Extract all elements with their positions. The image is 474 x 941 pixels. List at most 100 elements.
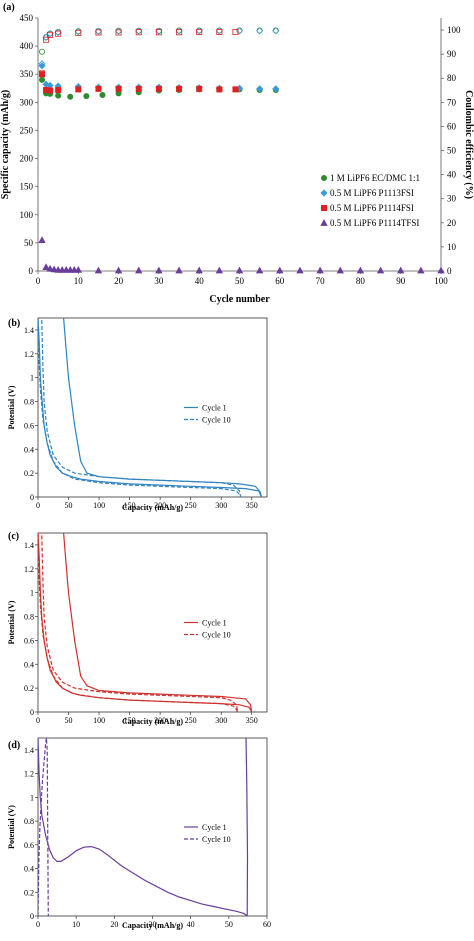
- panel-a-capacity-point: [114, 266, 123, 274]
- panel-d-x-tick-label: 0: [36, 920, 40, 929]
- panel-a-y-tick-label: 0: [29, 266, 34, 276]
- panel-d-y-tick-label: 0.8: [24, 817, 34, 826]
- panel-a-capacity-point: [99, 92, 106, 99]
- panel-a-efficiency-point: [196, 28, 203, 35]
- panel-a-x-tick-label: 90: [396, 276, 406, 286]
- panel-a-capacity-point: [55, 92, 62, 99]
- panel-b-y-tick-label: 0: [30, 493, 34, 502]
- panel-a-y-tick-label: 100: [20, 210, 34, 220]
- panel-a-capacity-point: [216, 86, 223, 93]
- panel-a-legend-label: 0.5 M LiPF6 P1114FSI: [330, 203, 414, 213]
- panel-d-frame: [37, 737, 268, 917]
- panel-a-capacity-point: [232, 86, 239, 93]
- panel-a-x-tick-label: 10: [74, 276, 84, 286]
- panel-d-x-tick-label: 60: [263, 920, 271, 929]
- panel-b-y-tick-label: 0.8: [24, 398, 34, 407]
- panel-d-x-tick-label: 10: [72, 920, 80, 929]
- panel-c-y-axis-label: Potential (V): [7, 600, 16, 644]
- panel-c-x-tick-label: 50: [65, 716, 73, 725]
- panel-a-capacity-point: [39, 76, 46, 83]
- panel-c-y-tick-label: 1.4: [24, 541, 34, 550]
- panel-a-y2-tick-label: 70: [447, 97, 457, 107]
- panel-c-y-tick-label: 1: [30, 589, 34, 598]
- panel-c-x-tick-label: 100: [93, 716, 105, 725]
- panel-c-y-tick-label: 0.8: [24, 613, 34, 622]
- panel-a-y2-tick-label: 100: [447, 25, 461, 35]
- panel-a-capacity-point: [55, 86, 62, 93]
- panel-c-y-tick-label: 0: [30, 708, 34, 717]
- panel-b-x-tick-label: 50: [65, 501, 73, 510]
- panel-c-x-axis-label: Capacity (mAh/g): [122, 717, 183, 726]
- panel-a-efficiency-point: [115, 29, 122, 36]
- panel-a-y2-tick-label: 40: [447, 170, 457, 180]
- panel-a-capacity-point: [46, 264, 54, 272]
- panel-d-y-tick-label: 1: [30, 793, 34, 802]
- panel-c-y-tick-label: 0.6: [24, 636, 34, 645]
- panel-a-capacity-point: [256, 85, 264, 93]
- panel-d-legend-label: Cycle 10: [202, 835, 231, 844]
- panel-b-x-tick-label: 150: [124, 501, 136, 510]
- panel-d-y-tick-label: 0.6: [24, 841, 34, 850]
- panel-c-y-tick-label: 0.2: [24, 684, 34, 693]
- panel-a-capacity-point: [38, 236, 46, 243]
- panel-a-legend-marker: [320, 219, 328, 226]
- panel-b-x-tick-label: 250: [185, 501, 197, 510]
- panel-a-legend-label: 1 M LiPF6 EC/DMC 1:1: [330, 173, 420, 183]
- panel-a-capacity-point: [50, 265, 58, 273]
- panel-a-legend-label: 0.5 M LiPF6 P1114TFSI: [330, 218, 419, 228]
- panel-d-x-axis-label: Capacity (mAh/g): [122, 921, 183, 930]
- panel-d-legend-label: Cycle 1: [202, 823, 227, 832]
- panel-a-capacity-point: [135, 266, 143, 274]
- panel-b-x-axis-label: Capacity (mAh/g): [122, 503, 183, 512]
- panel-b-y-axis-label: Potential (V): [7, 385, 16, 429]
- panel-a-capacity-point: [135, 85, 142, 92]
- panel-a-y2-tick-label: 0: [447, 266, 452, 276]
- panel-a-legend-label: 0.5 M LiPF6 P1113FSI: [330, 188, 414, 198]
- panel-a-capacity-point: [296, 266, 304, 274]
- panel-d-y-tick-label: 0: [30, 912, 34, 921]
- panel-a-y-tick-label: 200: [20, 154, 34, 164]
- panel-a-capacity-point: [42, 263, 50, 270]
- panel-c-legend-label: Cycle 1: [202, 619, 227, 628]
- panel-a-y2-tick-label: 20: [447, 218, 457, 228]
- panel-a-y2-tick-label: 10: [447, 242, 457, 252]
- panel-a-y2-tick-label: 90: [447, 49, 457, 59]
- panel-a-capacity-point: [316, 266, 324, 274]
- panel-a-efficiency-point: [75, 29, 82, 36]
- panel-d-x-tick-label: 20: [110, 920, 118, 929]
- panel-a-y-tick-label: 150: [20, 182, 34, 192]
- panel-d-series-line: [38, 738, 49, 916]
- panel-a-x-tick-label: 80: [356, 276, 366, 286]
- panel-d-y-axis-label: Potential (V): [7, 805, 16, 849]
- panel-a-capacity-point: [336, 266, 344, 274]
- panel-a-capacity-point: [255, 266, 264, 274]
- panel-d-label: (d): [8, 740, 20, 751]
- panel-a-capacity-point: [95, 85, 102, 92]
- panel-a-y2-axis-label: Coulombic efficiency (%): [463, 90, 474, 199]
- panel-a-label: (a): [3, 2, 15, 13]
- panel-a-x-tick-label: 50: [235, 276, 245, 286]
- panel-a-efficiency-point: [39, 48, 46, 55]
- panel-a-y-axis-label: Specific capacity (mAh/g): [0, 90, 11, 199]
- panel-a-y-tick-label: 50: [24, 238, 34, 248]
- panel-b-x-tick-label: 100: [93, 501, 105, 510]
- panel-c-x-tick-label: 150: [124, 716, 136, 725]
- panel-b-y-tick-label: 0.6: [24, 421, 34, 430]
- panel-a-efficiency-point: [155, 29, 162, 36]
- panel-b-y-tick-label: 1: [30, 374, 34, 383]
- panel-a-y2-tick-label: 60: [447, 121, 457, 131]
- panel-b-frame: [37, 317, 268, 498]
- panel-a-efficiency-point: [256, 27, 264, 35]
- panel-b-legend-label: Cycle 1: [202, 404, 227, 413]
- panel-a-capacity-point: [276, 266, 284, 274]
- panel-a-capacity-point: [39, 71, 46, 78]
- panel-a-efficiency-point: [43, 36, 50, 43]
- panel-a-y2-tick-label: 30: [447, 194, 457, 204]
- panel-a-capacity-point: [67, 93, 74, 100]
- panel-b-x-tick-label: 0: [36, 501, 40, 510]
- panel-a-y-tick-label: 400: [20, 41, 34, 51]
- panel-a-capacity-point: [235, 266, 244, 274]
- panel-c-legend-label: Cycle 10: [202, 631, 231, 640]
- panel-a-x-axis-label: Cycle number: [209, 294, 270, 305]
